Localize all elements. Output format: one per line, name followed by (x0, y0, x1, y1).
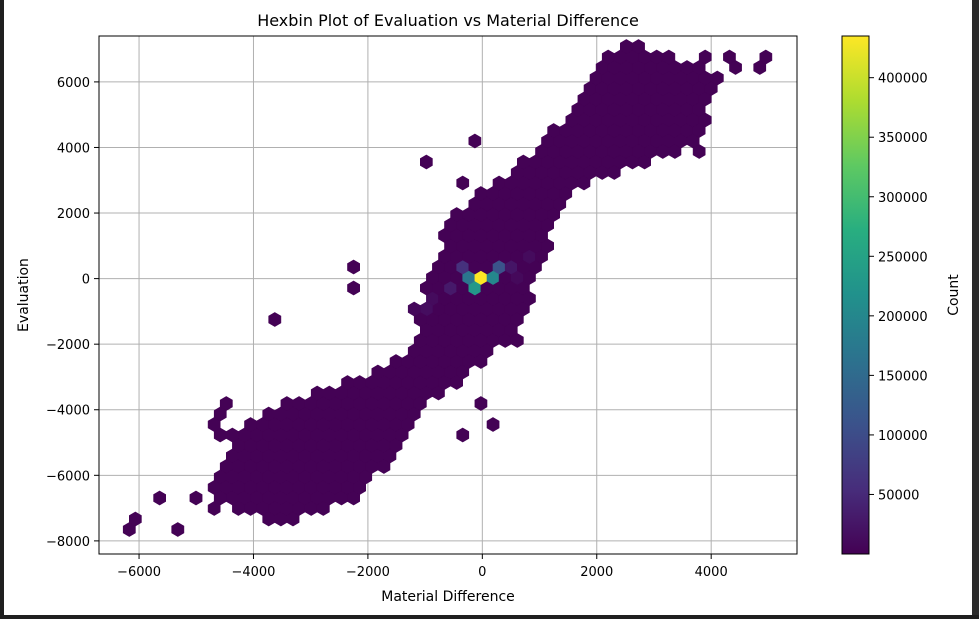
hexbin-cell (523, 291, 536, 306)
hexbin-cell (226, 427, 239, 443)
colorbar-tick-label: 200000 (878, 310, 928, 325)
colorbar-label: Count (946, 274, 962, 316)
y-axis-label: Evaluation (16, 258, 32, 332)
hexbin-cells (122, 39, 773, 537)
hexbin-cell (759, 49, 773, 65)
colorbar (841, 35, 870, 555)
hexbin-cell (347, 280, 361, 296)
x-tick-label: 0 (478, 565, 486, 580)
colorbar-tick-label: 50000 (878, 488, 919, 503)
colorbar-ticks: 50000 100000 150000 200000 250000 300000 35000… (869, 72, 928, 503)
hexbin-cell (468, 133, 482, 149)
hexbin-cell (710, 70, 724, 86)
hexbin-cell (207, 501, 221, 516)
hexbin-cell (474, 396, 488, 411)
hexbin-cell (347, 259, 361, 275)
hexbin-cell (698, 49, 712, 65)
hexbin-cell (510, 333, 524, 348)
x-tick-label: −6000 (117, 565, 161, 580)
chart-title: Hexbin Plot of Evaluation vs Material Di… (257, 11, 639, 30)
hexbin-cell (213, 427, 227, 443)
y-tick-label: −6000 (46, 469, 90, 484)
hexbin-cell (480, 343, 494, 359)
hexbin-cell (456, 175, 470, 191)
hexbin-chart: Hexbin Plot of Evaluation vs Material Di… (16, 11, 962, 605)
colorbar-tick-label: 250000 (878, 250, 928, 265)
hexbin-cell (692, 144, 706, 159)
hexbin-cell (171, 522, 185, 537)
hexbin-cell (632, 39, 645, 54)
hexbin-cell (419, 280, 433, 296)
x-tick-label: 2000 (580, 565, 613, 580)
hexbin-cell (662, 49, 676, 65)
hexbin-cell (316, 501, 330, 516)
hexbin-cell (698, 112, 712, 128)
hexbin-cell (232, 501, 245, 516)
hexbin-cell (456, 427, 470, 443)
x-tick-label: 4000 (695, 565, 728, 580)
colorbar-tick-label: 400000 (878, 72, 928, 87)
y-tick-label: 0 (82, 273, 90, 288)
y-tick-label: −2000 (46, 338, 90, 353)
x-tick-label: −2000 (346, 565, 390, 580)
colorbar-tick-label: 300000 (878, 191, 928, 206)
colorbar-tick-label: 350000 (878, 131, 928, 146)
y-tick-label: 6000 (57, 76, 90, 91)
colorbar-tick-label: 150000 (878, 369, 928, 384)
plot-frame (98, 35, 798, 555)
window-edge (972, 0, 979, 615)
x-axis-label: Material Difference (381, 589, 515, 605)
figure: Hexbin Plot of Evaluation vs Material Di… (4, 0, 972, 615)
hexbin-cell (419, 154, 433, 170)
hexbin-cell (450, 375, 464, 390)
hexbin-cell (153, 490, 166, 506)
hexbin-cell (729, 60, 742, 75)
colorbar-tick-label: 100000 (878, 429, 928, 444)
hexbin-cell (607, 165, 621, 180)
x-tick-label: −4000 (231, 565, 275, 580)
hexbin-cell (486, 417, 500, 432)
x-axis-ticks: −6000 −4000 −2000 0 2000 4000 (117, 554, 728, 580)
hexbin-cell (268, 312, 282, 327)
y-axis-ticks: −8000 −6000 −4000 −2000 0 2000 4000 6000 (46, 76, 99, 550)
hexbin-cell (189, 490, 203, 506)
y-tick-label: 4000 (57, 141, 90, 156)
y-tick-label: 2000 (57, 207, 90, 222)
hexbin-cell (129, 511, 142, 527)
y-tick-label: −4000 (46, 404, 90, 419)
hexbin-cell (407, 301, 421, 317)
y-tick-label: −8000 (46, 535, 90, 550)
